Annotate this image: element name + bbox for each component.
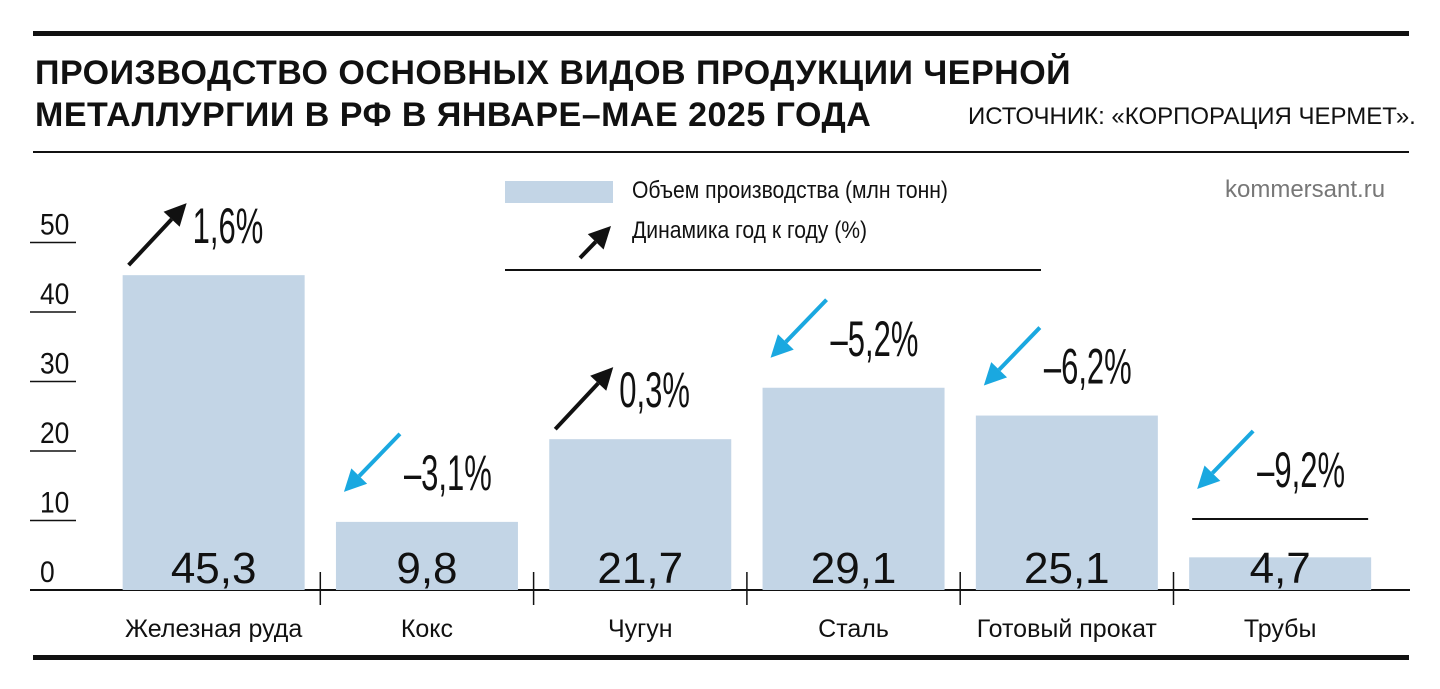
down-arrow-icon — [1197, 429, 1255, 489]
bar-value-label: 25,1 — [1024, 544, 1110, 593]
legend-volume-label: Объем производства (млн тонн) — [632, 177, 948, 204]
up-arrow-icon — [553, 367, 614, 431]
bar-value-label: 29,1 — [811, 544, 897, 593]
y-tick-label: 20 — [40, 415, 69, 449]
dynamics-label: –6,2% — [1044, 338, 1132, 394]
dynamics-label: 1,6% — [193, 197, 264, 253]
header-rule — [33, 151, 1409, 153]
dynamics-label: –5,2% — [831, 310, 919, 366]
dynamics-label: 0,3% — [619, 362, 690, 418]
title-line-2: МЕТАЛЛУРГИИ В РФ В ЯНВАРЕ–МАЕ 2025 ГОДА — [35, 96, 872, 134]
title-line-1: ПРОИЗВОДСТВО ОСНОВНЫХ ВИДОВ ПРОДУКЦИИ ЧЕ… — [35, 54, 1072, 92]
down-arrow-icon — [983, 326, 1042, 386]
dynamics-label: –3,1% — [404, 444, 492, 500]
bottom-rule — [33, 655, 1409, 660]
category-label: Кокс — [401, 615, 453, 643]
legend-dynamics-label: Динамика год к году (%) — [632, 217, 868, 244]
category-label: Сталь — [818, 615, 889, 643]
bar-4 — [975, 415, 1158, 590]
down-arrow-icon — [770, 298, 828, 358]
down-arrow-icon — [343, 432, 402, 492]
top-rule — [33, 31, 1409, 36]
bar-value-label: 9,8 — [396, 544, 457, 593]
bar-5 — [1189, 557, 1372, 590]
legend-volume-swatch — [505, 181, 613, 203]
bar-0 — [122, 275, 305, 590]
site-credit: kommersant.ru — [1225, 176, 1386, 203]
category-label: Готовый прокат — [977, 615, 1158, 643]
y-tick-label: 40 — [40, 276, 69, 310]
y-tick-label: 30 — [40, 346, 69, 380]
legend-up-arrow-icon — [578, 226, 611, 260]
y-tick-label: 10 — [40, 485, 69, 519]
dynamics-label: –9,2% — [1257, 441, 1345, 497]
legend-rule — [505, 269, 1041, 271]
bar-3 — [762, 387, 945, 590]
category-label: Железная руда — [125, 615, 302, 643]
up-arrow-icon — [127, 203, 187, 267]
bar-1 — [335, 521, 518, 590]
bar-value-label: 21,7 — [597, 544, 683, 593]
bar-value-label: 45,3 — [171, 544, 257, 593]
y-tick-label: 0 — [40, 554, 55, 588]
source-note: ИСТОЧНИК: «КОРПОРАЦИЯ ЧЕРМЕТ». — [968, 103, 1416, 130]
bar-value-label: 4,7 — [1250, 544, 1311, 593]
bar-2 — [549, 439, 732, 590]
category-label: Чугун — [608, 615, 673, 643]
category-label: Трубы — [1244, 615, 1317, 643]
y-tick-label: 50 — [40, 207, 69, 241]
